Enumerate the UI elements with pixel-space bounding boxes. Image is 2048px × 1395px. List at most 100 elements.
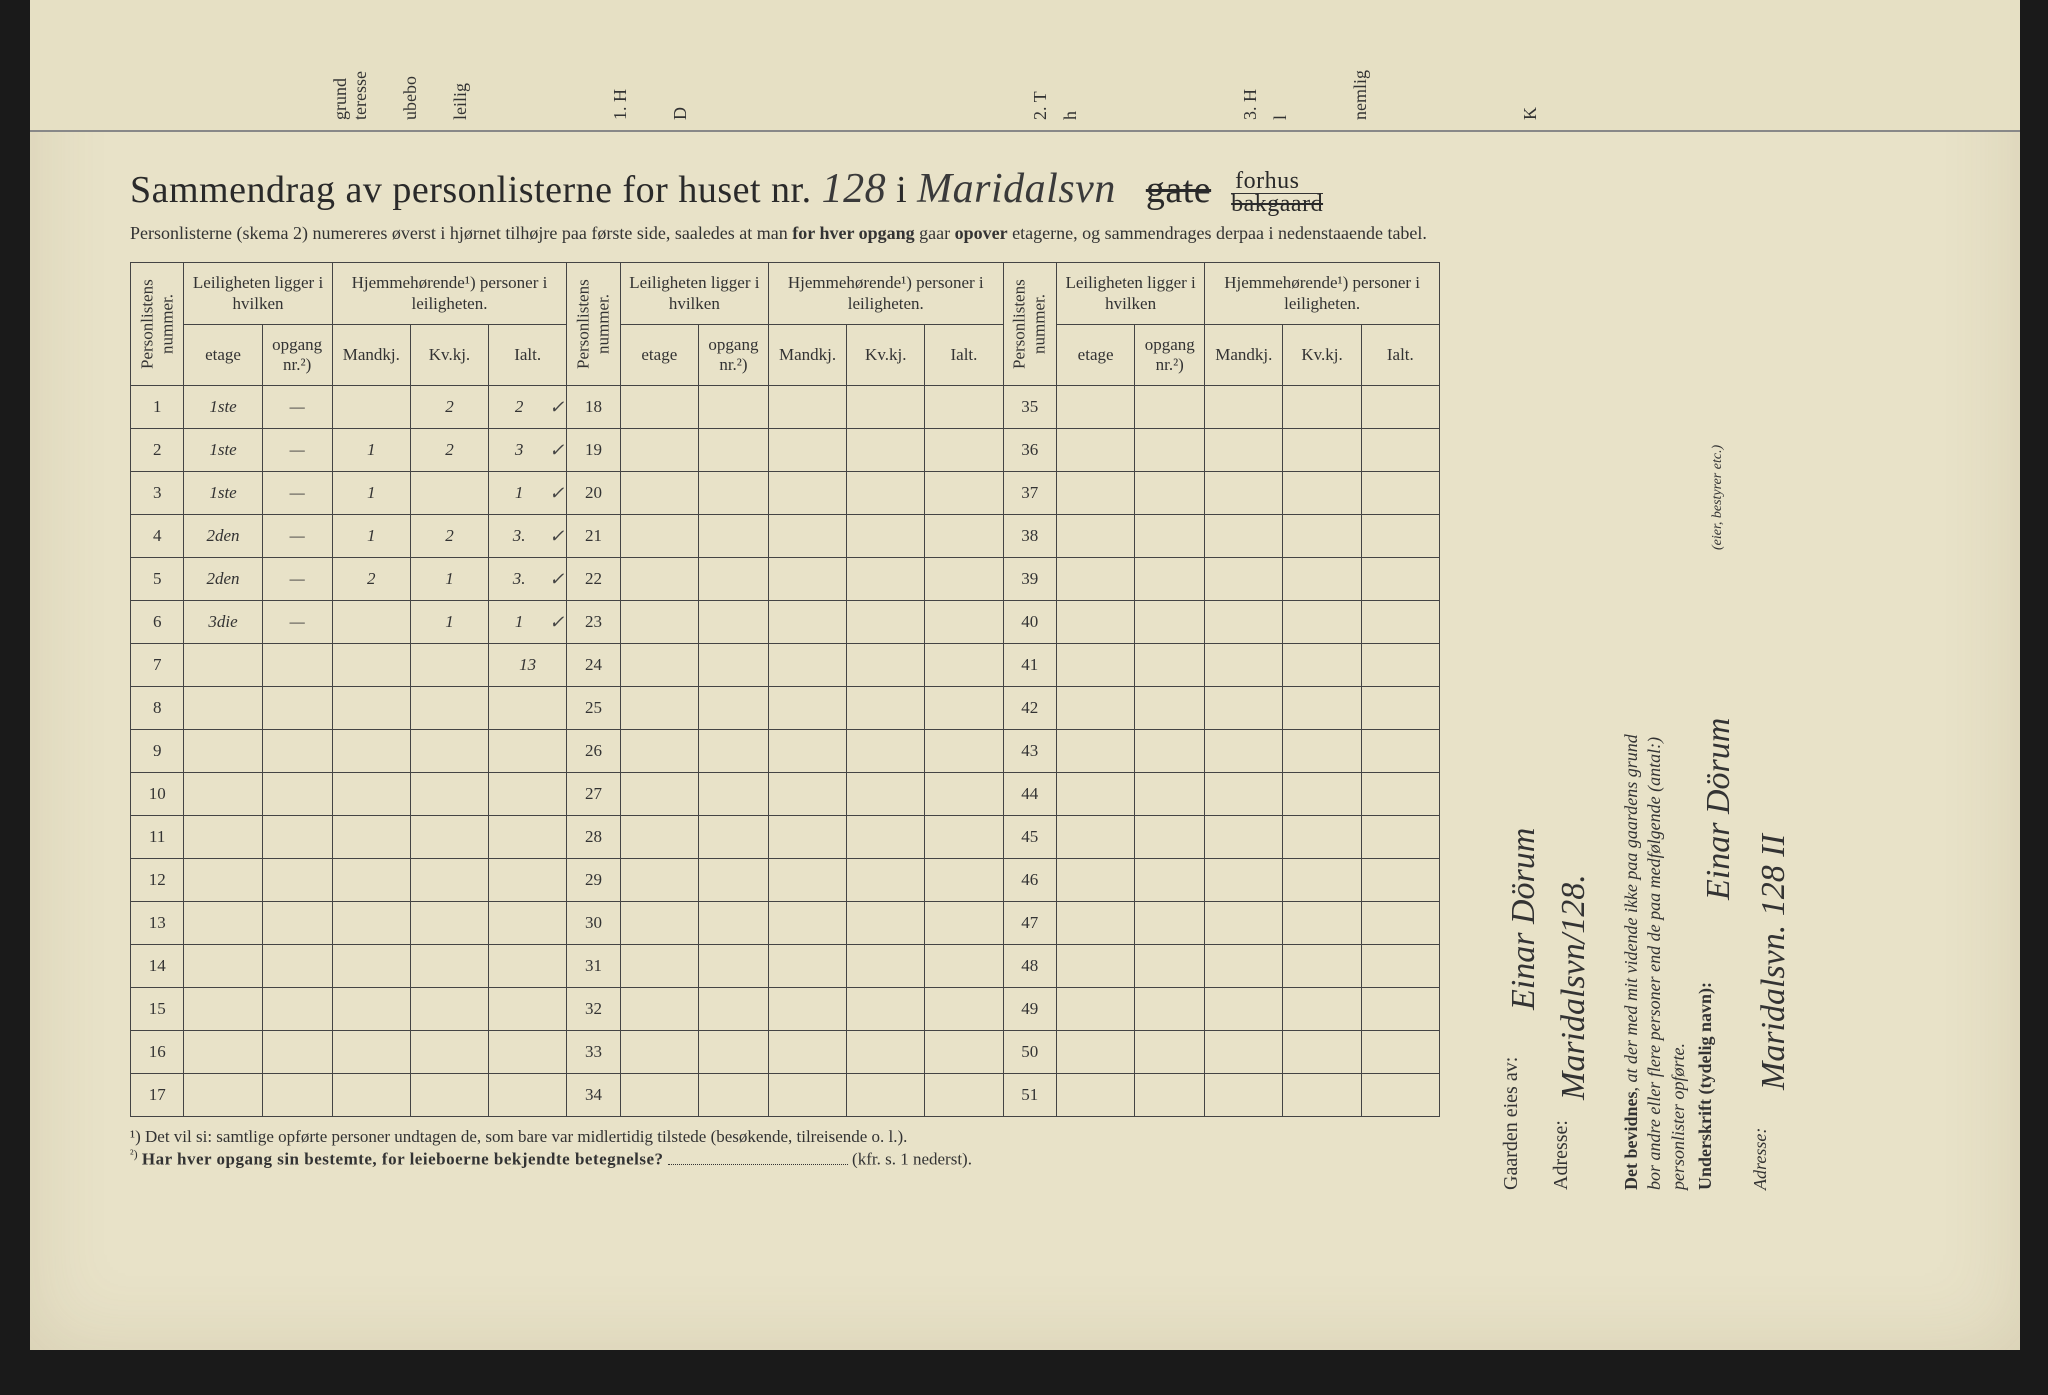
etage-cell [620, 558, 698, 601]
row-number: 49 [1003, 988, 1056, 1031]
kvkj-cell [410, 816, 488, 859]
frag-text: D [670, 107, 691, 120]
opgang-cell [1135, 429, 1205, 472]
mandkj-cell [1205, 773, 1283, 816]
row-number: 34 [567, 1074, 620, 1117]
mandkj-cell [768, 773, 846, 816]
etage-cell [1057, 1074, 1135, 1117]
ialt-cell [1361, 429, 1439, 472]
ialt-cell [489, 1074, 567, 1117]
row-number: 39 [1003, 558, 1056, 601]
row-number: 25 [567, 687, 620, 730]
col-etage: etage [184, 324, 262, 386]
opgang-cell [698, 988, 768, 1031]
kvkj-cell [847, 945, 925, 988]
etage-cell [184, 773, 262, 816]
ialt-cell [925, 472, 1003, 515]
row-number: 30 [567, 902, 620, 945]
kvkj-cell [1283, 816, 1361, 859]
kvkj-cell [410, 902, 488, 945]
dotted-line [668, 1152, 848, 1165]
etage-cell [1057, 730, 1135, 773]
ialt-cell [925, 601, 1003, 644]
col-kvkj: Kv.kj. [1283, 324, 1361, 386]
col-ialt: Ialt. [1361, 324, 1439, 386]
ialt-cell [1361, 515, 1439, 558]
kvkj-cell [410, 1074, 488, 1117]
row-number: 4 [131, 515, 184, 558]
row-number: 15 [131, 988, 184, 1031]
mandkj-cell [768, 601, 846, 644]
title-prefix: Sammendrag av personlisterne for huset n… [130, 169, 812, 211]
mandkj-cell [332, 859, 410, 902]
gate-strikethrough: gate [1146, 169, 1211, 211]
opgang-cell [1135, 687, 1205, 730]
ialt-cell [1361, 687, 1439, 730]
etage-cell [1057, 644, 1135, 687]
etage-cell [184, 859, 262, 902]
kvkj-cell [1283, 644, 1361, 687]
etage-cell [184, 816, 262, 859]
ialt-cell [1361, 859, 1439, 902]
etage-cell [620, 515, 698, 558]
row-number: 44 [1003, 773, 1056, 816]
kvkj-cell: 2 [410, 429, 488, 472]
kvkj-cell [1283, 988, 1361, 1031]
col-leiligheten: Leiligheten ligger i hvilken [1057, 263, 1205, 325]
etage-cell [1057, 816, 1135, 859]
row-number: 11 [131, 816, 184, 859]
owner-label: Gaarden eies av: [1500, 1057, 1523, 1190]
etage-cell [620, 687, 698, 730]
ialt-cell [1361, 472, 1439, 515]
etage-cell [1057, 945, 1135, 988]
mandkj-cell [1205, 386, 1283, 429]
mandkj-cell [768, 730, 846, 773]
ialt-cell [1361, 558, 1439, 601]
mandkj-cell [332, 988, 410, 1031]
ialt-cell [925, 515, 1003, 558]
etage-cell [620, 1031, 698, 1074]
opgang-cell [1135, 988, 1205, 1031]
ialt-cell [1361, 988, 1439, 1031]
opgang-cell [1135, 601, 1205, 644]
col-leiligheten: Leiligheten ligger i hvilken [620, 263, 768, 325]
table-row: 112845 [131, 816, 1440, 859]
opgang-cell [262, 816, 332, 859]
row-number: 35 [1003, 386, 1056, 429]
table-row: 163350 [131, 1031, 1440, 1074]
col-mandkj: Mandkj. [332, 324, 410, 386]
row-number: 43 [1003, 730, 1056, 773]
etage-cell [1057, 1031, 1135, 1074]
row-number: 9 [131, 730, 184, 773]
opgang-cell [698, 687, 768, 730]
ialt-cell [1361, 1074, 1439, 1117]
mandkj-cell [332, 687, 410, 730]
table-row: 11ste—22✓1835 [131, 386, 1440, 429]
opgang-cell [262, 687, 332, 730]
bakgaard-label: bakgaard [1231, 191, 1323, 217]
ialt-cell [925, 859, 1003, 902]
kvkj-cell: 1 [410, 601, 488, 644]
kvkj-cell [410, 988, 488, 1031]
etage-cell [1057, 773, 1135, 816]
table-row: 102744 [131, 773, 1440, 816]
mandkj-cell [768, 687, 846, 730]
etage-cell: 2den [184, 558, 262, 601]
document-page: grund teresse ubebo leilig 1. H D 2. T h… [30, 0, 2020, 1350]
ialt-cell [489, 902, 567, 945]
ialt-cell: 1✓ [489, 472, 567, 515]
etage-cell: 1ste [184, 472, 262, 515]
addr2-handwritten: Maridalsvn. 128 II [1755, 834, 1793, 1090]
col-etage: etage [620, 324, 698, 386]
row-number: 38 [1003, 515, 1056, 558]
ialt-cell [925, 1074, 1003, 1117]
opgang-cell [698, 515, 768, 558]
etage-cell [1057, 902, 1135, 945]
ialt-cell [925, 902, 1003, 945]
ialt-cell: 3✓ [489, 429, 567, 472]
kvkj-cell [410, 730, 488, 773]
mandkj-cell [1205, 601, 1283, 644]
opgang-cell [1135, 558, 1205, 601]
ialt-cell [1361, 1031, 1439, 1074]
ialt-cell [925, 988, 1003, 1031]
